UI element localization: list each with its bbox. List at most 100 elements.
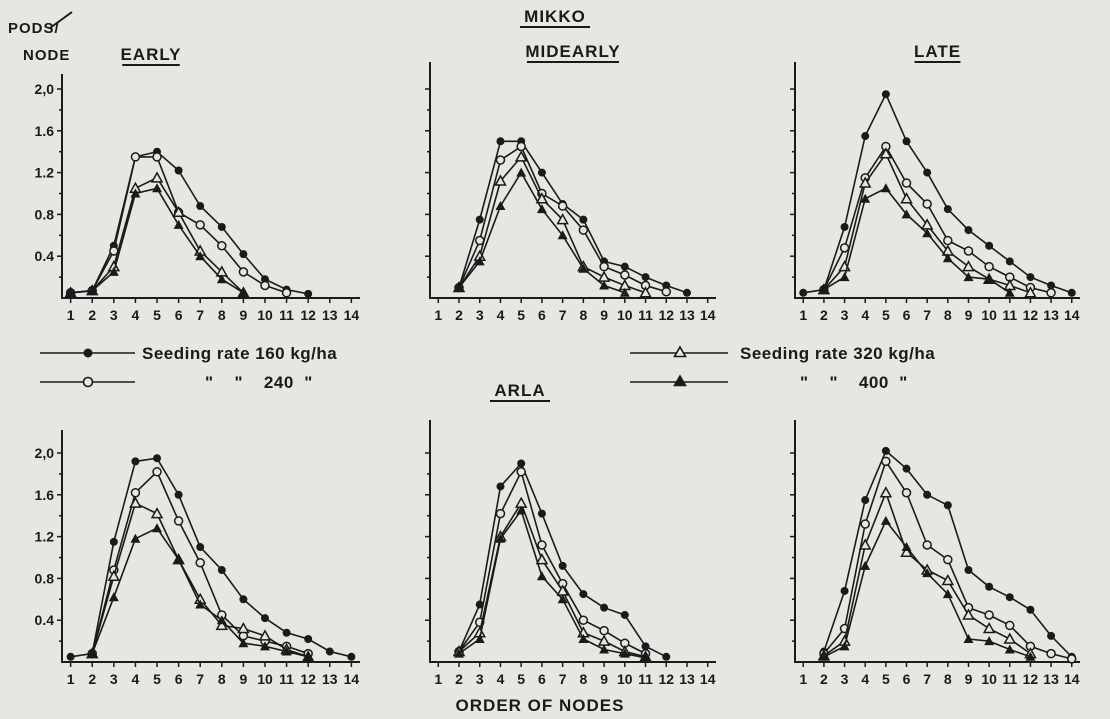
point-open-circle xyxy=(661,286,672,297)
point-open-circle xyxy=(516,141,526,152)
point-filled-circle xyxy=(1026,273,1035,282)
x-tick-label: 12 xyxy=(658,671,674,687)
y-tick-label: 1.6 xyxy=(35,123,55,139)
x-tick-label: 3 xyxy=(476,307,484,323)
series-filled-triangle xyxy=(818,515,1036,661)
x-tick-label: 5 xyxy=(517,671,525,687)
point-open-triangle xyxy=(556,213,569,225)
x-tick-label: 12 xyxy=(1023,671,1039,687)
point-filled-triangle xyxy=(1004,287,1015,297)
x-tick-label: 1 xyxy=(799,307,807,323)
point-filled-circle xyxy=(304,289,313,298)
point-open-triangle xyxy=(900,192,913,204)
point-open-circle xyxy=(1066,654,1077,664)
point-open-circle xyxy=(152,152,162,162)
filled-triangle-marker-icon xyxy=(673,374,687,387)
chart-panel-4: 0.40.81.21.62,01 2 3 4 5 6 7 8 9 10 11 12 13 14 xyxy=(35,430,360,687)
point-open-circle xyxy=(495,155,506,165)
point-open-circle xyxy=(152,467,162,477)
axis-lines xyxy=(794,420,1080,663)
point-filled-circle xyxy=(881,446,890,455)
point-open-triangle xyxy=(962,608,975,620)
point-filled-circle xyxy=(985,582,994,591)
series-line xyxy=(458,501,646,658)
x-tick-label: 2 xyxy=(820,671,828,687)
x-tick-label: 4 xyxy=(132,671,140,687)
point-filled-triangle xyxy=(1025,651,1036,661)
point-filled-circle xyxy=(153,454,162,463)
series-line xyxy=(458,469,646,655)
legend-label-400: " " 400 " xyxy=(800,373,908,392)
point-filled-triangle xyxy=(984,636,995,646)
point-open-circle xyxy=(1046,648,1056,659)
x-tick-label: 9 xyxy=(239,307,247,323)
point-filled-triangle xyxy=(130,188,141,198)
point-filled-circle xyxy=(641,273,650,282)
x-tick-label: 9 xyxy=(965,671,973,687)
point-open-triangle xyxy=(900,545,913,558)
point-open-circle xyxy=(620,270,630,280)
series-open-circle xyxy=(819,141,1056,298)
series-open-circle xyxy=(87,467,313,659)
point-filled-triangle xyxy=(173,554,184,564)
x-tick-label: 13 xyxy=(322,307,338,323)
x-tick-label: 1 xyxy=(799,671,807,687)
point-open-circle xyxy=(238,267,249,277)
y-tick-label: 2,0 xyxy=(35,445,55,461)
x-tick-label: 6 xyxy=(903,671,911,687)
point-filled-triangle xyxy=(495,201,506,211)
chart-panels: 0.40.81.21.62,01 2 3 4 5 6 7 8 9 10 11 12 13 14EARLY1… xyxy=(35,42,1080,687)
point-filled-triangle xyxy=(536,204,547,214)
series-line xyxy=(803,92,1072,294)
point-open-circle xyxy=(195,557,205,568)
point-open-circle xyxy=(578,615,589,625)
point-filled-circle xyxy=(239,250,248,259)
point-filled-triangle xyxy=(818,651,829,661)
point-filled-triangle xyxy=(474,256,485,266)
series-line xyxy=(458,508,646,659)
point-open-triangle xyxy=(215,618,229,631)
point-open-triangle xyxy=(982,622,996,634)
point-open-circle xyxy=(963,246,974,256)
x-tick-label: 5 xyxy=(153,307,161,323)
point-filled-circle xyxy=(196,202,205,211)
x-tick-label: 2 xyxy=(455,671,463,687)
axis-lines xyxy=(61,430,360,663)
series-filled-circle xyxy=(799,90,1076,297)
x-tick-label: 6 xyxy=(175,307,183,323)
point-filled-circle xyxy=(861,496,870,505)
point-open-triangle xyxy=(858,538,872,550)
point-open-circle xyxy=(495,508,506,519)
point-filled-triangle xyxy=(474,634,485,644)
point-open-circle xyxy=(557,201,568,211)
panel-title: LATE xyxy=(914,42,961,61)
point-open-triangle xyxy=(879,486,893,498)
point-filled-triangle xyxy=(536,571,547,581)
point-filled-triangle xyxy=(619,287,630,297)
x-tick-label: 8 xyxy=(218,307,226,323)
series-line xyxy=(458,462,667,658)
point-filled-circle xyxy=(304,635,313,644)
point-filled-circle xyxy=(239,595,248,604)
series-filled-circle xyxy=(66,147,313,298)
x-tick-label: 13 xyxy=(1043,307,1059,323)
point-filled-circle xyxy=(1047,631,1056,640)
x-tick-label: 6 xyxy=(903,307,911,323)
y-tick-label: 0.8 xyxy=(35,206,55,222)
x-tick-label: 14 xyxy=(344,671,360,687)
chart-panel-6: 1 2 3 4 5 6 7 8 9 10 11 12 13 14 xyxy=(790,420,1080,687)
x-tick-label: 10 xyxy=(257,671,273,687)
point-filled-circle xyxy=(260,614,269,623)
x-tick-label: 11 xyxy=(638,307,653,323)
point-filled-triangle xyxy=(87,285,98,295)
series-line xyxy=(91,502,309,658)
point-filled-circle xyxy=(902,464,911,473)
series-filled-circle xyxy=(455,459,671,661)
point-filled-triangle xyxy=(495,533,506,543)
x-tick-label: 8 xyxy=(218,671,226,687)
x-tick-label: 10 xyxy=(981,671,997,687)
x-tick-label: 11 xyxy=(1002,307,1017,323)
point-filled-circle xyxy=(840,222,849,231)
